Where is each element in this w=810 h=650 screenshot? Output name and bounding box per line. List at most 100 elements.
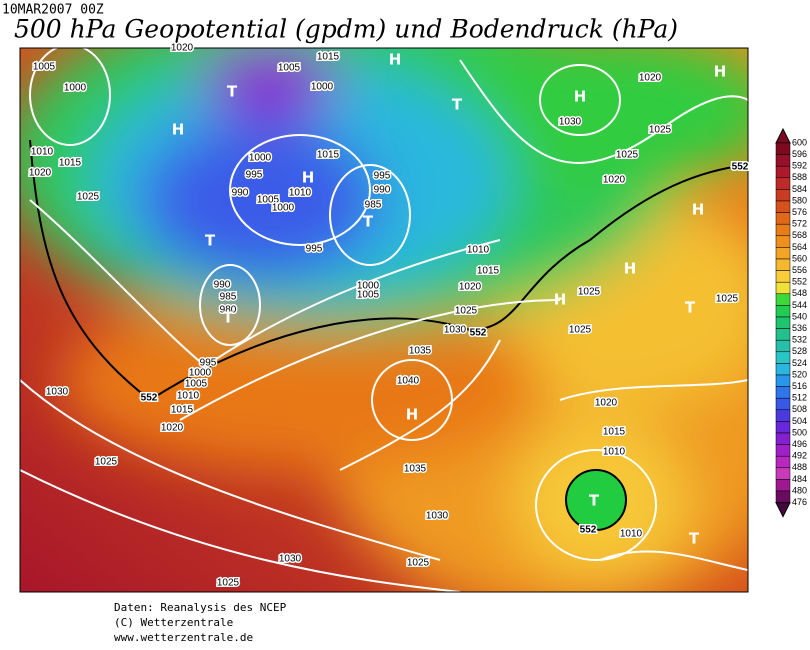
- colorbar-tick-label: 496: [792, 439, 807, 449]
- isobar-label: 1040: [397, 376, 420, 387]
- pressure-center: H: [714, 63, 727, 81]
- colorbar-cell: [775, 200, 791, 213]
- colorbar-cell: [775, 165, 791, 179]
- colorbar-tick-label: 572: [792, 219, 807, 229]
- isobar-label: 1025: [407, 558, 430, 569]
- isobar-label: 1005: [278, 63, 301, 74]
- colorbar-cell: [775, 212, 791, 225]
- isobar-label: 990: [232, 188, 249, 199]
- isobar-label: 1000: [189, 368, 212, 379]
- colorbar-tick-label: 600: [792, 137, 807, 147]
- colorbar-cell: [775, 293, 791, 306]
- pressure-center: T: [205, 232, 216, 250]
- contour-label: 552: [732, 162, 749, 173]
- pressure-center: H: [692, 201, 705, 219]
- isobar-label: 1025: [716, 294, 739, 305]
- colorbar-cell: [775, 444, 791, 457]
- colorbar-tick-label: 516: [792, 381, 807, 391]
- isobar-label: 1030: [46, 387, 69, 398]
- isobar-label: 1025: [77, 192, 100, 203]
- colorbar-tick-label: 580: [792, 195, 807, 205]
- isobar-label: 1005: [357, 290, 380, 301]
- pressure-center: H: [302, 169, 315, 187]
- colorbar-tick-label: 500: [792, 427, 807, 437]
- isobar-label: 1025: [649, 125, 672, 136]
- isobar-label: 1010: [603, 447, 626, 458]
- isobar-label: 1020: [595, 398, 618, 409]
- colorbar-cell: [775, 374, 791, 387]
- isobar-label: 1030: [279, 554, 302, 565]
- colorbar-tick-label: 512: [792, 393, 807, 403]
- pressure-center: T: [689, 530, 700, 548]
- pressure-center: H: [624, 260, 637, 278]
- footer-line: Daten: Reanalysis des NCEP: [114, 601, 287, 614]
- colorbar-tick-label: 524: [792, 358, 807, 368]
- isobar-label: 1010: [31, 147, 54, 158]
- isobar-label: 1020: [459, 282, 482, 293]
- isobar-label: 1015: [59, 158, 82, 169]
- pressure-center: T: [685, 299, 696, 317]
- colorbar-tick-label: 548: [792, 288, 807, 298]
- colorbar-cell: [775, 397, 791, 411]
- pressure-center: T: [223, 309, 234, 327]
- colorbar-tick-label: 476: [792, 497, 807, 507]
- colorbar-cell: [775, 363, 791, 376]
- isobar-label: 1025: [616, 150, 639, 161]
- colorbar-tick-label: 540: [792, 311, 807, 321]
- colorbar-cell: [775, 258, 791, 271]
- colorbar-cell: [775, 281, 791, 295]
- colorbar-cell: [775, 339, 791, 353]
- date: 10MAR2007 00Z: [2, 3, 104, 18]
- isobar-label: 1010: [620, 529, 643, 540]
- isobar-label: 1000: [64, 83, 87, 94]
- colorbar-tick-label: 520: [792, 369, 807, 379]
- isobar-label: 995: [306, 244, 323, 255]
- isobar-label: 985: [220, 292, 237, 303]
- isobar-label: 1025: [569, 325, 592, 336]
- colorbar-cell: [775, 467, 791, 480]
- pressure-center: T: [227, 83, 238, 101]
- isobar-label: 1025: [95, 457, 118, 468]
- colorbar-cell: [775, 316, 791, 329]
- colorbar-tick-label: 544: [792, 300, 807, 310]
- colorbar-tick-label: 592: [792, 161, 807, 171]
- isobar-label: 1015: [603, 427, 626, 438]
- footer-line: (C) Wetterzentrale: [114, 616, 233, 629]
- colorbar-cell: [775, 223, 791, 237]
- colorbar-tick-label: 556: [792, 265, 807, 275]
- isobar-label: 1015: [317, 150, 340, 161]
- colorbar-tick-label: 568: [792, 230, 807, 240]
- title: 500 hPa Geopotential (gpdm) und Bodendru…: [14, 15, 678, 44]
- colorbar-cell: [775, 142, 791, 155]
- isobar-label: 1035: [404, 464, 427, 475]
- isobar-label: 1020: [29, 168, 52, 179]
- colorbar-tick-label: 488: [792, 462, 807, 472]
- colorbar-cell: [775, 235, 791, 248]
- isobar-label: 1000: [272, 203, 295, 214]
- isobar-label: 1030: [444, 325, 467, 336]
- colorbar-cell: [775, 177, 791, 190]
- colorbar-cell: [775, 328, 791, 341]
- colorbar-tick-label: 504: [792, 416, 807, 426]
- isobar-label: 1000: [249, 153, 272, 164]
- isobar-label: 1020: [161, 423, 184, 434]
- isobar-label: 1035: [409, 346, 432, 357]
- isobar-label: 990: [214, 280, 231, 291]
- colorbar-cell: [775, 154, 791, 167]
- isobar-label: 1015: [317, 52, 340, 63]
- pressure-center: H: [554, 291, 567, 309]
- pressure-center: H: [172, 121, 185, 139]
- isobar-label: 1020: [639, 73, 662, 84]
- isobar-label: 995: [246, 170, 263, 181]
- colorbar-cell: [775, 479, 791, 492]
- isobar-label: 1000: [357, 281, 380, 292]
- isobar-label: 1010: [289, 188, 312, 199]
- pressure-center: H: [574, 88, 587, 106]
- colorbar-cell: [775, 455, 791, 469]
- pressure-center: H: [389, 51, 402, 69]
- pressure-center: H: [406, 406, 419, 424]
- isobar-label: 1010: [467, 245, 490, 256]
- colorbar-cell: [775, 351, 791, 364]
- colorbar-cell: [775, 305, 791, 318]
- colorbar-tick-label: 492: [792, 451, 807, 461]
